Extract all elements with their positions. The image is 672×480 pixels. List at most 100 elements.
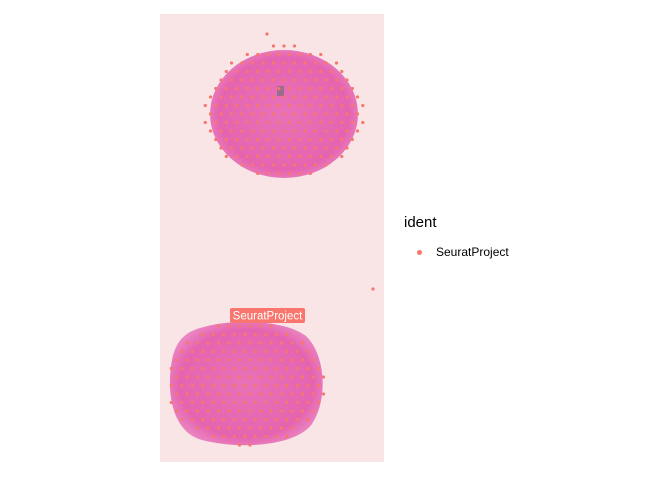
spot-point bbox=[195, 341, 200, 345]
spot-point bbox=[300, 375, 305, 379]
spot-point bbox=[206, 426, 210, 430]
spot-point bbox=[345, 95, 349, 99]
spot-point bbox=[243, 417, 247, 422]
spot-point bbox=[306, 400, 310, 405]
spot-point bbox=[345, 146, 349, 150]
spot-point bbox=[308, 52, 312, 57]
spot-point bbox=[277, 171, 281, 176]
spot-point bbox=[324, 112, 328, 116]
spot-point bbox=[287, 120, 291, 125]
spot-point bbox=[201, 332, 205, 337]
spot-point bbox=[329, 137, 333, 142]
spot-point bbox=[274, 332, 278, 337]
spot-point bbox=[279, 358, 284, 362]
spot-point bbox=[350, 120, 354, 125]
spot-point bbox=[303, 163, 307, 167]
spot-point bbox=[350, 137, 354, 142]
spot-point bbox=[271, 44, 276, 48]
spot-point bbox=[222, 417, 226, 422]
spot-point bbox=[224, 120, 228, 125]
series-label-background bbox=[230, 308, 305, 323]
spot-point bbox=[290, 409, 294, 413]
spot-point bbox=[248, 409, 252, 413]
spot-point bbox=[355, 129, 360, 133]
spot-point bbox=[345, 129, 349, 133]
spot-point bbox=[250, 112, 255, 116]
spot-point bbox=[266, 171, 270, 176]
legend-item: SeuratProject bbox=[404, 245, 509, 259]
spot-point bbox=[319, 103, 323, 108]
spot-point bbox=[216, 324, 221, 328]
spot-point bbox=[248, 341, 252, 345]
spot-point bbox=[311, 375, 315, 379]
spot-point bbox=[190, 400, 194, 405]
spot-point bbox=[303, 146, 307, 150]
spot-point bbox=[308, 103, 312, 108]
spot-point bbox=[282, 163, 286, 167]
spot-point bbox=[235, 103, 239, 108]
spot-point bbox=[290, 392, 294, 396]
spot-point bbox=[245, 69, 249, 74]
spot-point bbox=[334, 129, 339, 133]
spot-point bbox=[253, 349, 257, 354]
spot-point bbox=[321, 392, 326, 396]
spot-point bbox=[340, 86, 344, 91]
spot-point bbox=[222, 349, 226, 354]
spot-point bbox=[253, 434, 257, 439]
spot-point bbox=[261, 95, 265, 99]
spot-point bbox=[298, 171, 302, 176]
spot-point bbox=[243, 400, 247, 405]
spot-point bbox=[229, 61, 234, 65]
spot-point bbox=[206, 392, 210, 396]
spot-point bbox=[340, 69, 344, 74]
spot-point bbox=[258, 324, 263, 328]
spot-point bbox=[243, 383, 247, 388]
spot-point bbox=[245, 137, 249, 142]
spot-point bbox=[274, 400, 278, 405]
spot-point bbox=[274, 417, 278, 422]
spot-point bbox=[206, 341, 210, 345]
spot-point bbox=[329, 120, 333, 125]
spot-point bbox=[237, 324, 242, 328]
spot-point bbox=[319, 120, 323, 125]
spot-point bbox=[300, 392, 305, 396]
spot-point bbox=[295, 366, 299, 371]
spot-point bbox=[174, 358, 179, 362]
spot-point bbox=[313, 61, 318, 65]
legend-key bbox=[417, 249, 422, 255]
spot-point bbox=[266, 69, 270, 74]
spot-point bbox=[285, 400, 289, 405]
spot-point bbox=[308, 120, 312, 125]
spot-point bbox=[279, 409, 284, 413]
spot-point bbox=[285, 349, 289, 354]
spot-point bbox=[180, 400, 184, 405]
legend-title: ident bbox=[404, 214, 437, 231]
spot-point bbox=[219, 129, 223, 133]
spot-point bbox=[285, 366, 289, 371]
spot-point bbox=[245, 120, 249, 125]
spot-point bbox=[266, 86, 270, 91]
spot-point bbox=[277, 86, 281, 91]
spot-point bbox=[313, 95, 318, 99]
spot-point bbox=[313, 163, 318, 167]
spot-point bbox=[219, 146, 223, 150]
spot-point bbox=[300, 409, 305, 413]
spot-point bbox=[185, 358, 189, 362]
spot-point bbox=[271, 95, 276, 99]
spot-point bbox=[287, 171, 291, 176]
spot-point bbox=[250, 95, 255, 99]
spot-point bbox=[216, 358, 221, 362]
spot-point bbox=[298, 69, 302, 74]
spot-point bbox=[274, 366, 278, 371]
spot-point bbox=[224, 69, 228, 74]
spot-point bbox=[308, 69, 312, 74]
spot-point bbox=[216, 341, 221, 345]
spot-point bbox=[201, 349, 205, 354]
spot-point bbox=[324, 129, 328, 133]
spot-point bbox=[190, 349, 194, 354]
spot-point bbox=[211, 332, 215, 337]
spot-point bbox=[195, 375, 200, 379]
spot-point bbox=[266, 120, 270, 125]
spot-point bbox=[308, 137, 312, 142]
